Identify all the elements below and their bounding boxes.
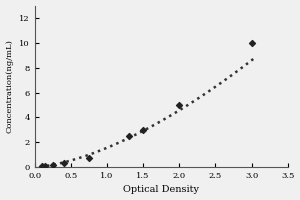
Y-axis label: Concentration(ng/mL): Concentration(ng/mL) — [6, 39, 14, 133]
Point — [86, 157, 91, 160]
Point — [39, 165, 44, 168]
Point — [43, 164, 48, 167]
Point — [50, 164, 55, 167]
Point — [249, 41, 254, 44]
Point — [141, 128, 146, 131]
X-axis label: Optical Density: Optical Density — [123, 185, 199, 194]
Point — [61, 162, 66, 165]
Point — [177, 103, 182, 107]
Point — [126, 134, 131, 138]
